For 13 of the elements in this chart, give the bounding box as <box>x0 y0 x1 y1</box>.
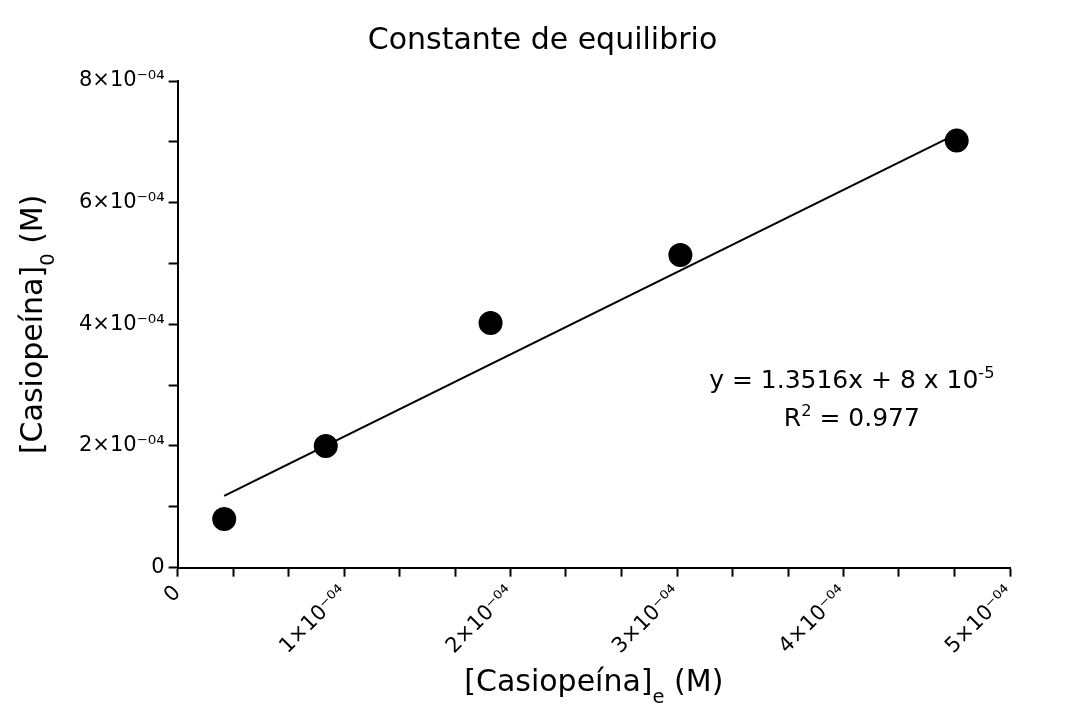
point <box>478 311 503 336</box>
y-tick-label: 6×10⁻⁰⁴ <box>78 189 165 214</box>
x-tick-label: 0 <box>158 579 185 607</box>
point <box>944 128 969 153</box>
y-tick-label: 8×10⁻⁰⁴ <box>78 67 165 92</box>
y-tick-label: 2×10⁻⁰⁴ <box>78 432 165 457</box>
y-tick-label: 0 <box>151 554 165 579</box>
y-axis-title: [Casiopeína]0 (M) <box>14 194 59 455</box>
point <box>313 433 338 458</box>
chart-title: Constante de equilibrio <box>367 20 718 56</box>
point <box>212 506 237 531</box>
point <box>668 242 693 267</box>
y-tick-label: 4×10⁻⁰⁴ <box>78 310 165 335</box>
